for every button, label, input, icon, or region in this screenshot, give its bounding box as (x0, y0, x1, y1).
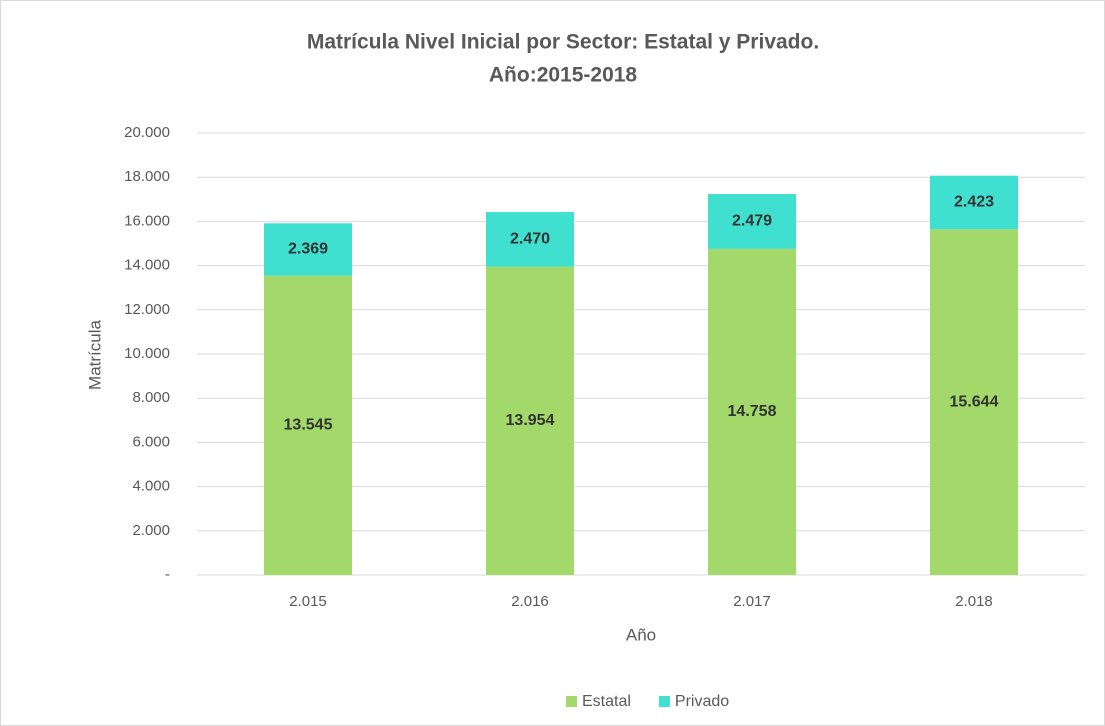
y-tick-label: 12.000 (124, 301, 170, 318)
x-tick-label: 2.016 (511, 593, 549, 610)
data-label: 2.423 (954, 194, 994, 211)
y-tick-label: 20.000 (124, 124, 170, 141)
y-tick-label: 16.000 (124, 212, 170, 229)
x-tick-label: 2.018 (955, 593, 993, 610)
bar-segment (930, 229, 1018, 576)
y-tick-label: 18.000 (124, 168, 170, 185)
legend-swatch (658, 696, 670, 707)
bar-segment (930, 175, 1018, 230)
bar-segment (486, 266, 574, 575)
chart-title: Matrícula Nivel Inicial por Sector: Esta… (307, 31, 819, 54)
data-label: 13.545 (284, 417, 333, 434)
x-tick-label: 2.017 (733, 593, 771, 610)
y-tick-label: 2.000 (132, 522, 170, 539)
legend-label: Privado (675, 693, 729, 710)
y-tick-label: 14.000 (124, 257, 170, 274)
bar-segment (264, 275, 352, 575)
y-axis-label: Matrícula (85, 320, 104, 390)
y-tick-label: 10.000 (124, 345, 170, 362)
y-tick-label: 4.000 (132, 478, 170, 495)
data-label: 2.369 (288, 241, 328, 258)
chart-title: Año:2015-2018 (489, 64, 638, 87)
y-tick-label: 6.000 (132, 433, 170, 450)
data-label: 14.758 (728, 403, 777, 420)
data-label: 2.470 (510, 231, 550, 248)
bar-segment (264, 223, 352, 276)
x-tick-label: 2.015 (289, 593, 327, 610)
bar-segment (486, 212, 574, 267)
bar-segment (708, 248, 796, 575)
legend-swatch (566, 696, 577, 707)
y-tick-label: - (165, 566, 170, 583)
legend-label: Estatal (582, 693, 631, 710)
bar-segment (708, 194, 796, 249)
data-label: 13.954 (506, 412, 555, 429)
y-tick-label: 8.000 (132, 389, 170, 406)
data-label: 15.644 (950, 393, 999, 410)
data-label: 2.479 (732, 213, 772, 230)
x-axis-label: Año (626, 625, 656, 644)
